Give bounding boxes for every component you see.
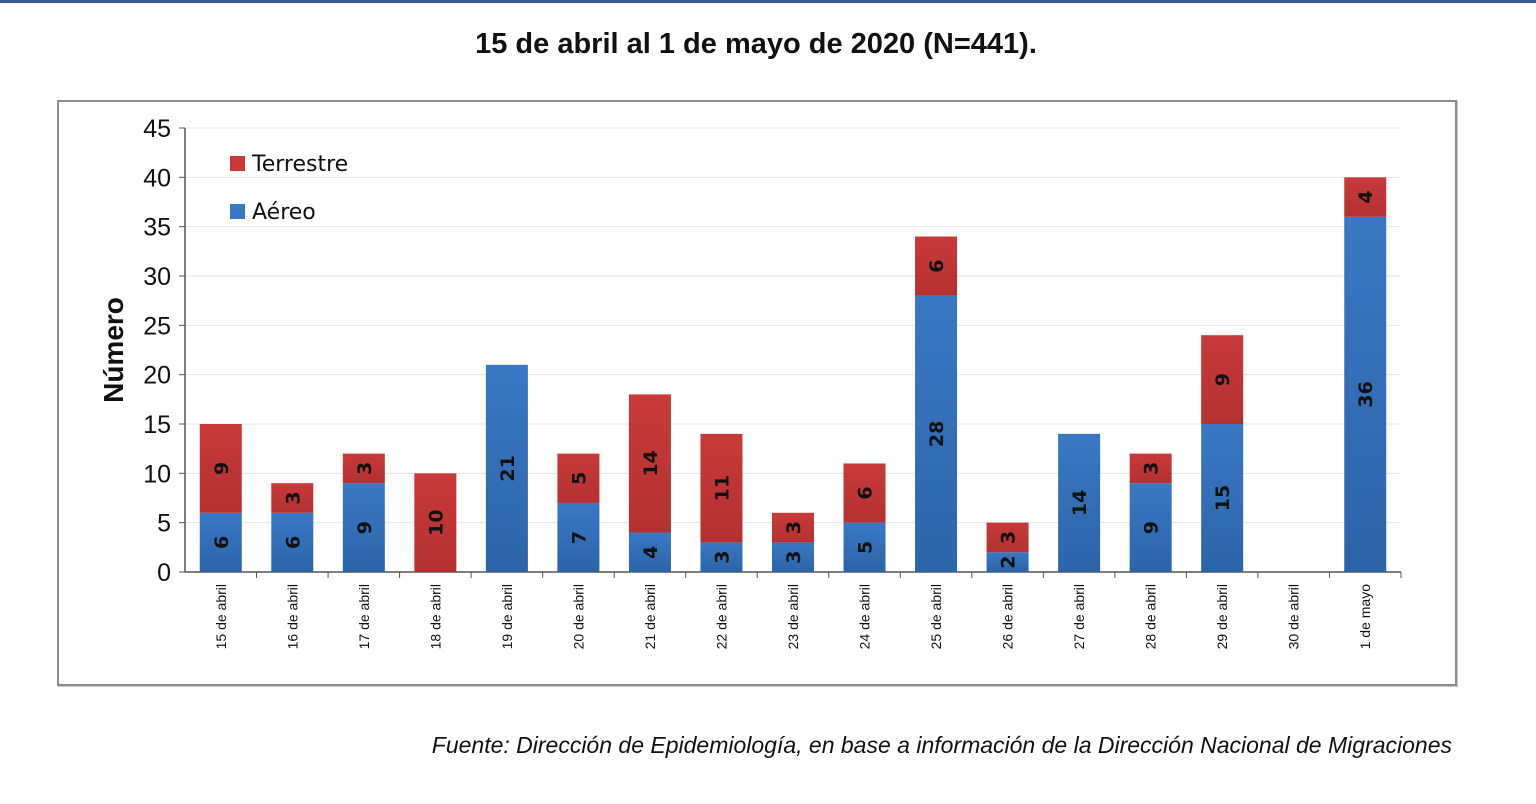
page-title: 15 de abril al 1 de mayo de 2020 (N=441)…	[475, 28, 1037, 60]
data-label: 3	[783, 521, 805, 534]
y-tick-label: 30	[143, 263, 171, 291]
bar-terrestre	[843, 463, 886, 523]
x-tick-label: 17 de abril	[356, 584, 372, 649]
y-tick-label: 45	[143, 115, 171, 143]
data-label: 11	[711, 475, 733, 501]
data-label: 9	[1212, 373, 1234, 386]
y-axis-title: Número	[98, 297, 129, 403]
x-tick-label: 19 de abril	[499, 584, 515, 649]
y-tick-label: 10	[143, 460, 171, 488]
bar-aereo	[700, 542, 743, 572]
data-label: 21	[497, 455, 519, 481]
data-label: 7	[568, 531, 590, 544]
legend-swatch	[230, 156, 245, 171]
top-rule	[0, 0, 1536, 3]
data-label: 10	[425, 509, 447, 535]
x-tick-label: 27 de abril	[1071, 584, 1087, 649]
data-label: 3	[998, 531, 1020, 544]
data-label: 5	[855, 541, 877, 554]
data-label: 14	[1069, 490, 1091, 516]
bar-terrestre	[1344, 177, 1387, 217]
bar-aereo	[915, 295, 958, 572]
data-label: 3	[1141, 462, 1163, 475]
y-tick-label: 25	[143, 312, 171, 340]
y-tick-label: 15	[143, 411, 171, 439]
data-label: 28	[926, 421, 948, 447]
x-tick-label: 24 de abril	[857, 584, 873, 649]
bar-aereo	[1129, 483, 1172, 572]
y-tick-label: 40	[143, 164, 171, 192]
x-tick-label: 20 de abril	[570, 584, 586, 649]
data-label: 9	[354, 521, 376, 534]
x-tick-label: 26 de abril	[1000, 584, 1016, 649]
bar-terrestre	[700, 433, 743, 543]
bar-aereo	[772, 542, 814, 572]
bar-terrestre	[414, 473, 457, 572]
data-label: 2	[998, 556, 1020, 569]
x-tick-label: 18 de abril	[427, 584, 443, 649]
data-label: 6	[926, 260, 948, 273]
bar-terrestre	[342, 453, 385, 484]
bar-terrestre	[1201, 335, 1244, 424]
bar-aereo	[628, 532, 671, 572]
data-label: 15	[1212, 485, 1234, 511]
data-label: 4	[1355, 190, 1377, 203]
data-label: 3	[282, 491, 304, 504]
legend-label: Aéreo	[252, 200, 316, 225]
y-tick-label: 35	[143, 214, 171, 242]
chart-frame: 0 5 10 15 20 25 30 35 40 45 Número 6 9 15 de abril 6 3 1…	[57, 100, 1457, 686]
bar-terrestre	[628, 394, 671, 533]
bar-aereo	[1344, 216, 1387, 573]
x-tick-label: 16 de abril	[284, 584, 300, 649]
y-tick-label: 0	[157, 559, 171, 587]
data-label: 6	[282, 536, 304, 549]
x-tick-label: 23 de abril	[785, 584, 801, 649]
bar-aereo	[271, 512, 314, 572]
x-tick-label: 28 de abril	[1143, 584, 1159, 649]
data-label: 3	[711, 551, 733, 564]
data-label: 14	[640, 450, 662, 476]
x-tick-label: 1 de mayo	[1357, 584, 1373, 650]
bar-aereo	[843, 522, 886, 572]
bar-aereo	[986, 552, 1029, 572]
bar-aereo	[557, 502, 600, 572]
data-label: 4	[640, 546, 662, 559]
legend-label: Terrestre	[251, 152, 348, 177]
legend-swatch	[230, 204, 245, 219]
x-tick-label: 25 de abril	[928, 584, 944, 649]
x-tick-label: 21 de abril	[642, 584, 658, 649]
bar-terrestre	[199, 424, 242, 513]
bar-terrestre	[1129, 453, 1172, 484]
data-label: 6	[855, 486, 877, 499]
y-tick-label: 5	[157, 510, 171, 538]
x-tick-label: 29 de abril	[1214, 584, 1230, 649]
bar-terrestre	[986, 522, 1029, 553]
data-label: 3	[354, 462, 376, 475]
bar-terrestre	[915, 236, 958, 296]
bar-terrestre	[271, 483, 314, 513]
data-label: 9	[211, 462, 233, 475]
data-label: 3	[783, 551, 805, 564]
bar-aereo	[1058, 433, 1101, 572]
y-tick-label: 20	[143, 362, 171, 390]
x-tick-label: 30 de abril	[1286, 584, 1302, 649]
x-tick-label: 15 de abril	[213, 584, 229, 649]
source-note: Fuente: Dirección de Epidemiología, en b…	[431, 732, 1452, 758]
data-label: 5	[568, 472, 590, 485]
bar-aereo	[485, 364, 528, 572]
x-tick-label: 22 de abril	[713, 584, 729, 649]
bar-aereo	[1201, 424, 1244, 572]
data-label: 36	[1355, 381, 1377, 407]
bar-aereo	[199, 512, 242, 572]
bar-aereo	[342, 483, 385, 572]
data-label: 9	[1141, 521, 1163, 534]
bar-terrestre	[557, 453, 600, 503]
data-label: 6	[211, 536, 233, 549]
bar-terrestre	[772, 512, 814, 543]
